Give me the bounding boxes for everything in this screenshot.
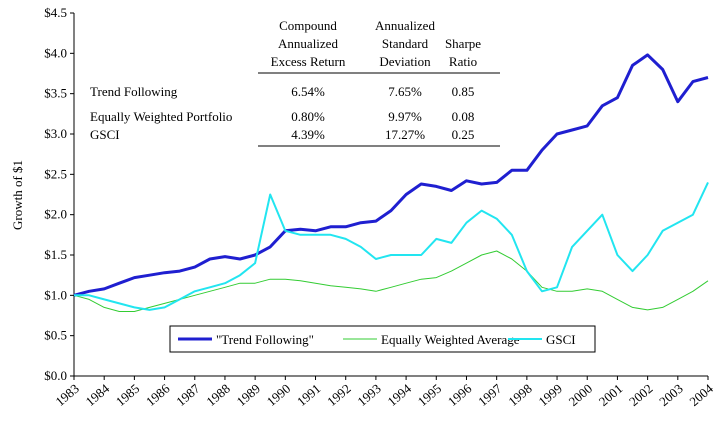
y-axis-label: Growth of $1: [10, 160, 25, 230]
legend-label: "Trend Following": [216, 332, 314, 347]
legend-label: GSCI: [546, 332, 576, 347]
x-tick-label: 1996: [445, 380, 475, 409]
table-cell: 0.08: [452, 109, 475, 124]
y-tick-label: $3.5: [44, 86, 67, 101]
table-row-label: Equally Weighted Portfolio: [90, 109, 232, 124]
table-cell: 4.39%: [291, 127, 325, 142]
y-tick-label: $2.0: [44, 207, 67, 222]
line-series: [73, 250, 709, 312]
y-tick-label: $0.0: [44, 368, 67, 383]
x-tick-label: 2000: [566, 381, 596, 409]
table-header: Annualized: [278, 36, 338, 51]
y-tick-label: $1.0: [44, 287, 67, 302]
x-tick-label: 2001: [596, 381, 626, 409]
table-header: Deviation: [379, 54, 431, 69]
table-header: Sharpe: [445, 36, 481, 51]
table-header: Standard: [382, 36, 429, 51]
table-cell: 0.80%: [291, 109, 325, 124]
table-header: Ratio: [449, 54, 477, 69]
table-cell: 9.97%: [388, 109, 422, 124]
x-tick-label: 1984: [83, 380, 113, 409]
line-series: [73, 53, 709, 297]
y-tick-label: $2.5: [44, 166, 67, 181]
y-tick-label: $1.5: [44, 247, 67, 262]
x-tick-label: 1988: [203, 381, 233, 409]
table-header: Annualized: [375, 18, 435, 33]
table-cell: 0.25: [452, 127, 475, 142]
x-tick-label: 2002: [626, 381, 656, 409]
table-cell: 7.65%: [388, 84, 422, 99]
y-tick-label: $4.5: [44, 5, 67, 20]
x-tick-label: 1987: [173, 380, 203, 409]
table-row-label: GSCI: [90, 127, 120, 142]
x-tick-label: 1986: [143, 380, 173, 409]
x-tick-label: 2004: [686, 380, 714, 409]
x-tick-label: 1997: [475, 380, 505, 409]
x-tick-label: 1998: [505, 381, 535, 409]
x-tick-label: 1994: [384, 380, 414, 409]
x-tick-label: 1999: [535, 381, 565, 409]
x-tick-label: 1992: [324, 381, 354, 409]
x-tick-label: 1985: [113, 381, 143, 409]
x-tick-label: 1983: [52, 381, 82, 409]
x-tick-label: 1989: [234, 381, 264, 409]
table-cell: 6.54%: [291, 84, 325, 99]
x-tick-label: 1995: [415, 381, 445, 409]
legend-label: Equally Weighted Average: [381, 332, 520, 347]
y-tick-label: $4.0: [44, 45, 67, 60]
table-row-label: Trend Following: [90, 84, 178, 99]
y-tick-label: $3.0: [44, 126, 67, 141]
x-tick-label: 1990: [264, 381, 294, 409]
line-series: [74, 181, 709, 311]
table-header: Compound: [279, 18, 337, 33]
table-cell: 0.85: [452, 84, 475, 99]
y-tick-label: $0.5: [44, 328, 67, 343]
x-tick-label: 1991: [294, 381, 324, 409]
table-cell: 17.27%: [385, 127, 425, 142]
table-header: Excess Return: [271, 54, 346, 69]
x-tick-label: 1993: [354, 381, 384, 409]
x-tick-label: 2003: [656, 381, 686, 409]
